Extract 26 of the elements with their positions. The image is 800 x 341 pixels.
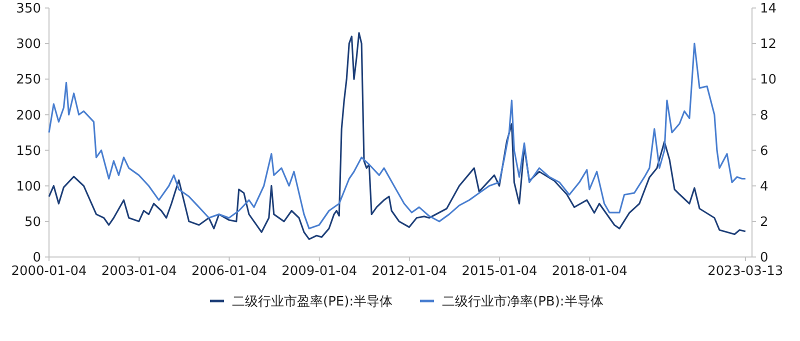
x-tick-label: 2012-01-04 — [372, 264, 448, 279]
x-tick-label: 2023-03-13 — [708, 264, 784, 279]
y2-tick-label: 8 — [760, 108, 768, 124]
y-tick-label: 0 — [32, 250, 41, 266]
legend-label: 二级行业市盈率(PE):半导体 — [232, 294, 393, 310]
y-tick-label: 200 — [16, 108, 41, 124]
x-tick-label: 2018-01-04 — [552, 264, 628, 279]
x-tick-label: 2003-01-04 — [101, 264, 177, 279]
y-tick-label: 350 — [16, 2, 41, 17]
y-tick-label: 50 — [24, 214, 41, 230]
y2-tick-label: 4 — [760, 179, 768, 194]
y2-tick-label: 6 — [760, 144, 768, 159]
y-tick-label: 300 — [16, 37, 41, 52]
y2-tick-label: 10 — [760, 72, 777, 88]
y-tick-label: 100 — [16, 179, 41, 194]
legend-label: 二级行业市净率(PB):半导体 — [442, 294, 604, 310]
y2-tick-label: 2 — [760, 214, 768, 230]
y2-tick-label: 0 — [760, 250, 768, 266]
y-tick-label: 150 — [16, 144, 41, 159]
x-tick-label: 2009-01-04 — [282, 264, 358, 279]
x-tick-label: 2006-01-04 — [191, 264, 268, 279]
y2-tick-label: 14 — [760, 2, 777, 17]
x-tick-label: 2000-01-04 — [11, 264, 87, 279]
y2-tick-label: 12 — [760, 37, 777, 52]
y-tick-label: 250 — [16, 72, 41, 88]
x-tick-label: 2015-01-04 — [462, 264, 538, 279]
